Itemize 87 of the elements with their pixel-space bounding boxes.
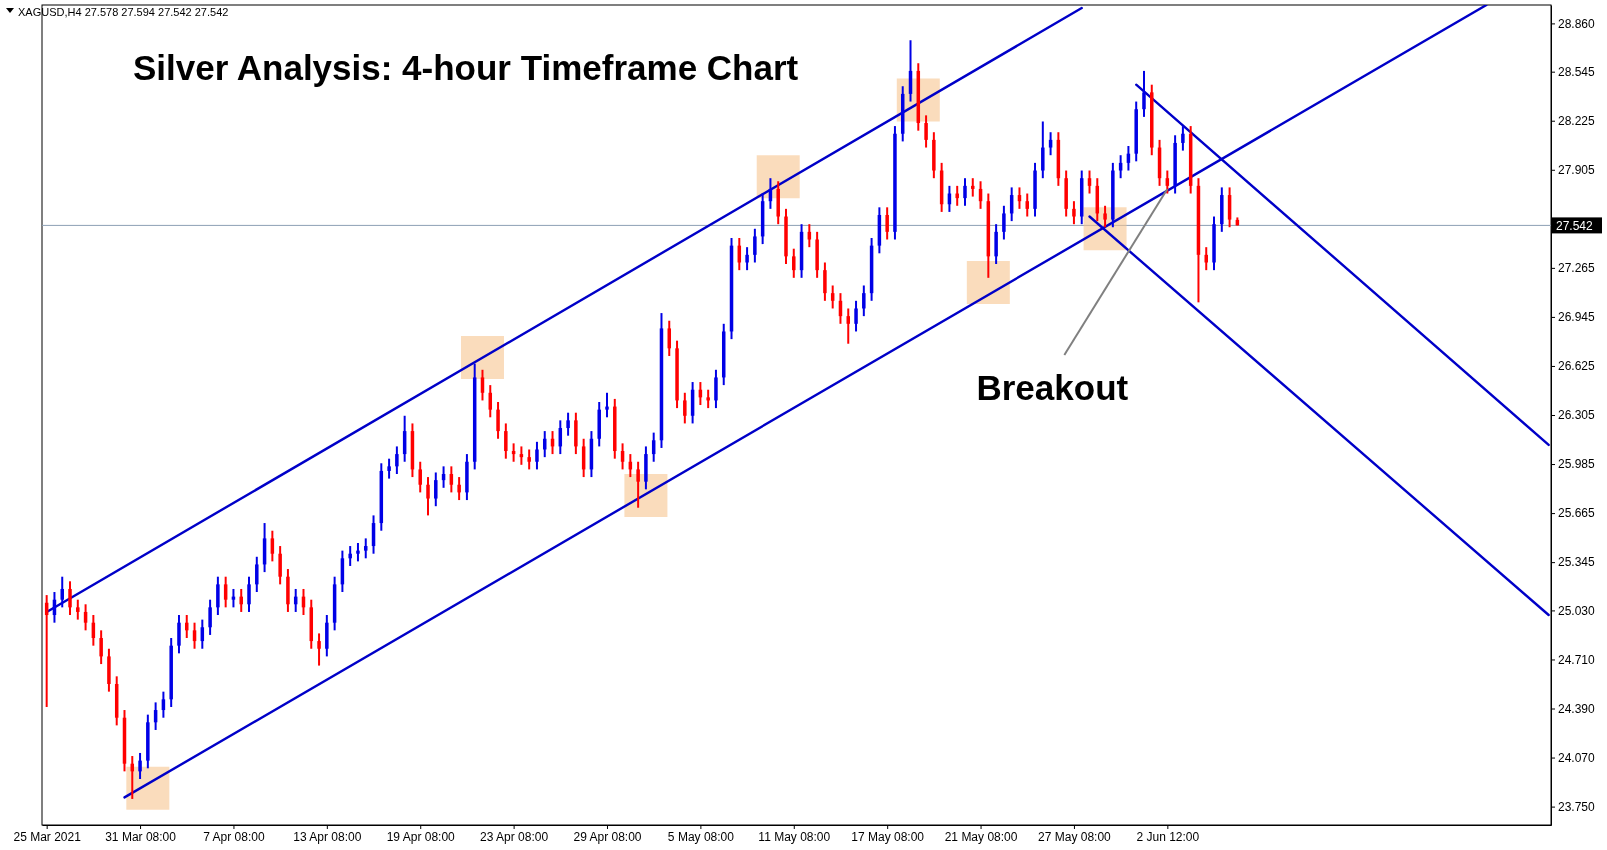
point [460,336,504,380]
candlestick [854,299,858,333]
x-tick-label: 23 Apr 08:00 [480,829,549,844]
candlestick [823,261,827,302]
candlestick [426,476,430,517]
y-tick-label: 25.030 [1558,603,1596,618]
candlestick [971,177,975,198]
candlestick [636,460,640,509]
x-tick-label: 7 Apr 08:00 [203,829,265,844]
chart-subtitle: XAGUSD,H4 27.578 27.594 27.542 27.542 [18,6,229,18]
y-tick-label: 25.345 [1558,555,1596,570]
candlestick [208,598,212,636]
candlestick [356,541,360,563]
x-tick-label: 21 May 08:00 [944,829,1018,844]
candlestick [278,545,282,586]
candlestick [247,575,251,613]
x-tick-label: 25 Mar 2021 [13,829,82,844]
candlestick [862,284,866,318]
candlestick [317,632,321,667]
candlestick [963,177,967,207]
candlestick [99,629,103,666]
candlestick [714,368,718,410]
candlestick [138,751,142,781]
candlestick [504,422,508,460]
candlestick [434,471,438,508]
x-tick-label: 2 Jun 12:00 [1136,829,1200,844]
annotation: Breakout [976,367,1129,407]
y-tick-label: 25.665 [1558,506,1596,521]
candlestick [496,400,500,440]
x-tick-label: 11 May 08:00 [758,829,831,844]
candlestick [216,575,220,617]
text: Silver Analysis: 4-hour Timeframe Chart [133,48,799,87]
point [966,260,1010,304]
y-tick-label: 28.225 [1558,114,1596,129]
y-tick-label: 23.750 [1558,799,1596,814]
candlestick [177,614,181,655]
candlestick [605,391,609,419]
y-tick-label: 28.545 [1558,65,1596,80]
candlestick [885,206,889,241]
x-tick-label: 31 Mar 08:00 [105,829,177,844]
candlestick [955,184,959,207]
y-tick-label: 24.710 [1558,652,1596,667]
candlestick [745,246,749,272]
candlestick [68,580,72,617]
x-tick-label: 17 May 08:00 [851,829,925,844]
x-tick-label: 13 Apr 08:00 [293,829,362,844]
candlestick [792,247,796,279]
candlestick [706,388,710,410]
y-tick-label: 25.985 [1558,457,1596,472]
x-tick-label: 27 May 08:00 [1038,829,1112,844]
candlestick [418,460,422,494]
candlestick [387,457,391,480]
x-tick-label: 5 May 08:00 [667,829,735,844]
x-tick-label: 29 Apr 08:00 [573,829,642,844]
candlestick [1002,204,1006,241]
y-tick-label: 26.625 [1558,359,1596,374]
candlestick [1181,125,1185,152]
candlestick [1072,200,1076,226]
candlestick [566,411,570,437]
y-tick-label: 24.390 [1558,701,1596,716]
candlestick [1204,246,1208,272]
y-tick-label: 24.070 [1558,750,1596,765]
candlestick [76,598,80,621]
candlestick [239,587,243,613]
candlestick [527,448,531,471]
candlestick [924,114,928,149]
y-tick-label: 27.905 [1558,163,1596,178]
candlestick [535,440,539,471]
candlestick [60,575,64,609]
y-tick-label: 27.265 [1558,261,1596,276]
candlestick [1041,120,1045,180]
candlestick [255,555,259,594]
y-tick-label: 26.305 [1558,408,1596,423]
candlestick [1142,69,1146,118]
candlestick [185,614,189,640]
candlestick [1025,192,1029,218]
candlestick [753,227,757,264]
candlestick [348,545,352,567]
candlestick [683,391,687,425]
y-tick-label: 26.945 [1558,310,1596,325]
ref-line-label: 27.542 [1556,219,1594,234]
x-tick-label: 19 Apr 08:00 [386,829,456,844]
y-tick-label: 28.860 [1558,16,1596,31]
candlestick [364,537,368,560]
candlestick [457,476,461,502]
candlestick [1103,204,1107,229]
candlestick [395,445,399,476]
